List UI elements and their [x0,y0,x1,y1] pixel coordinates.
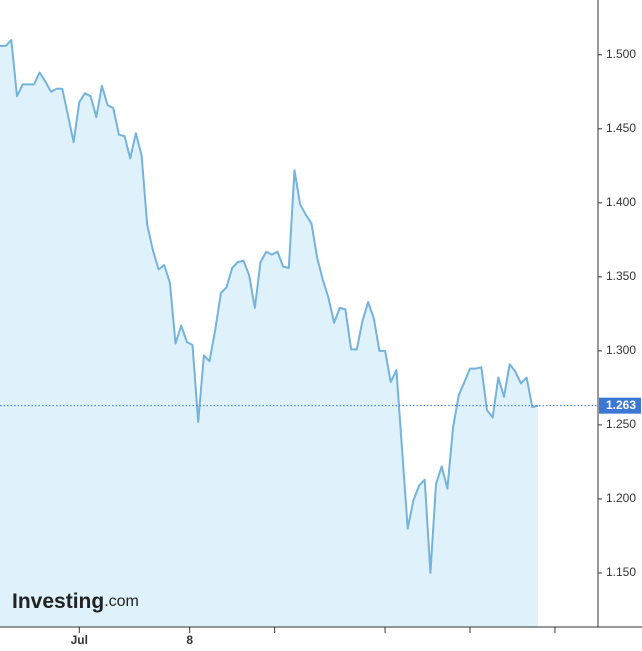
logo: Investing.com [12,590,139,613]
x-tick-label: Jul [71,633,88,647]
y-tick-label: 1.500 [606,47,636,61]
x-tick-label: 8 [186,633,193,647]
y-tick-label: 1.350 [606,269,636,283]
area-fill [0,40,538,627]
y-tick-label: 1.150 [606,565,636,579]
y-tick-label: 1.450 [606,121,636,135]
y-tick-label: 1.250 [606,417,636,431]
logo-suffix: .com [104,593,139,610]
last-value-box [599,397,641,414]
logo-main: Investing [12,590,104,613]
y-tick-label: 1.300 [606,343,636,357]
y-tick-label: 1.200 [606,491,636,505]
last-value-label: 1.263 [606,398,636,412]
y-tick-label: 1.400 [606,195,636,209]
line [0,39,539,574]
